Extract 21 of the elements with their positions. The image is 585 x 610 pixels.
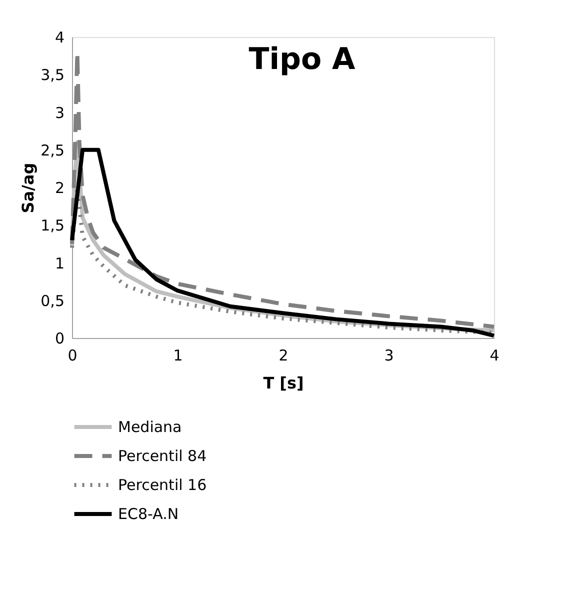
x-tick-label: 4	[490, 346, 500, 364]
legend-label: EC8-A.N	[118, 505, 179, 523]
y-tick-label: 1,5	[40, 216, 64, 235]
x-axis-title: T [s]	[263, 374, 304, 392]
legend-label: Mediana	[118, 418, 182, 436]
y-tick-label: 2,5	[40, 141, 64, 160]
chart-title: Tipo A	[248, 42, 356, 77]
y-tick-label: 1	[54, 254, 64, 272]
x-tick-label: 1	[173, 346, 183, 364]
y-tick-label: 3,5	[40, 66, 64, 84]
y-tick-label: 3	[54, 104, 64, 122]
x-tick-label: 0	[68, 346, 78, 364]
y-tick-label: 0,5	[40, 292, 64, 310]
legend-label: Percentil 84	[118, 447, 207, 465]
legend-label: Percentil 16	[118, 476, 207, 494]
y-tick-label: 2	[54, 179, 64, 197]
y-tick-label: 0	[54, 330, 64, 348]
x-tick-label: 2	[278, 346, 288, 364]
y-tick-label: 4	[54, 28, 64, 46]
x-tick-label: 3	[384, 346, 394, 364]
y-axis-title: Sa/ag	[18, 162, 38, 214]
